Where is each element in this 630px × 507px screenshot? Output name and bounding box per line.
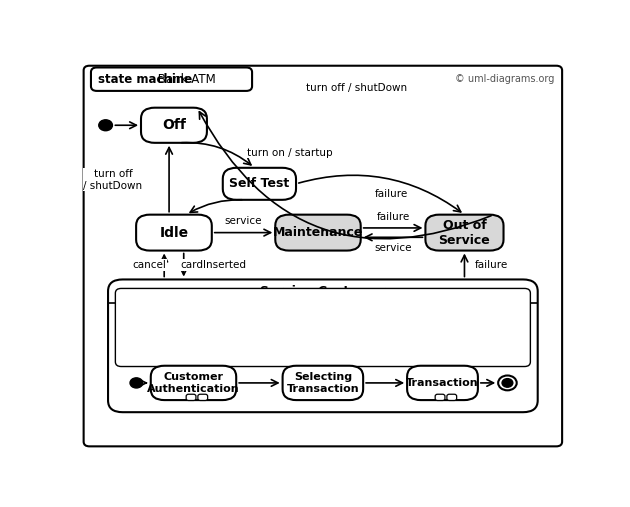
Text: failure: failure [474, 260, 508, 270]
Text: Bank ATM: Bank ATM [154, 73, 216, 86]
FancyBboxPatch shape [198, 394, 208, 401]
Text: Serving Customer: Serving Customer [260, 284, 386, 298]
Text: service: service [225, 216, 262, 226]
Text: Self Test: Self Test [229, 177, 290, 190]
Text: turn on / startup: turn on / startup [247, 148, 333, 158]
FancyBboxPatch shape [141, 107, 207, 143]
Text: Out of
Service: Out of Service [438, 219, 490, 246]
Text: Transaction: Transaction [406, 378, 479, 388]
FancyBboxPatch shape [447, 394, 457, 401]
Text: turn off
/ shutDown: turn off / shutDown [83, 169, 142, 191]
FancyBboxPatch shape [186, 394, 196, 401]
Text: Selecting
Transaction: Selecting Transaction [287, 372, 359, 394]
Circle shape [130, 378, 143, 388]
Text: turn off / shutDown: turn off / shutDown [306, 83, 408, 93]
Text: © uml-diagrams.org: © uml-diagrams.org [455, 74, 555, 84]
FancyBboxPatch shape [435, 394, 445, 401]
FancyBboxPatch shape [275, 214, 361, 250]
Text: state machine: state machine [98, 73, 193, 86]
Text: service: service [374, 243, 412, 253]
FancyBboxPatch shape [223, 168, 296, 200]
Text: failure: failure [377, 212, 410, 222]
Text: Customer
Authentication: Customer Authentication [147, 372, 240, 394]
Text: cardInserted: cardInserted [180, 260, 246, 270]
FancyBboxPatch shape [84, 66, 562, 446]
FancyBboxPatch shape [425, 214, 503, 250]
Text: Off: Off [162, 118, 186, 132]
FancyBboxPatch shape [91, 67, 252, 91]
Text: Idle: Idle [159, 226, 188, 240]
FancyBboxPatch shape [407, 366, 478, 400]
FancyBboxPatch shape [136, 214, 212, 250]
FancyBboxPatch shape [115, 288, 530, 367]
Circle shape [498, 376, 517, 390]
Circle shape [99, 120, 112, 131]
Text: Maintenance: Maintenance [273, 226, 363, 239]
FancyBboxPatch shape [108, 279, 537, 412]
FancyBboxPatch shape [283, 366, 363, 400]
Text: failure: failure [375, 189, 408, 199]
Text: exit / ejectCard: exit / ejectCard [120, 316, 200, 326]
Text: cancel: cancel [132, 260, 166, 270]
FancyBboxPatch shape [151, 366, 236, 400]
Circle shape [502, 379, 513, 387]
Text: entry / readCard: entry / readCard [120, 306, 206, 316]
